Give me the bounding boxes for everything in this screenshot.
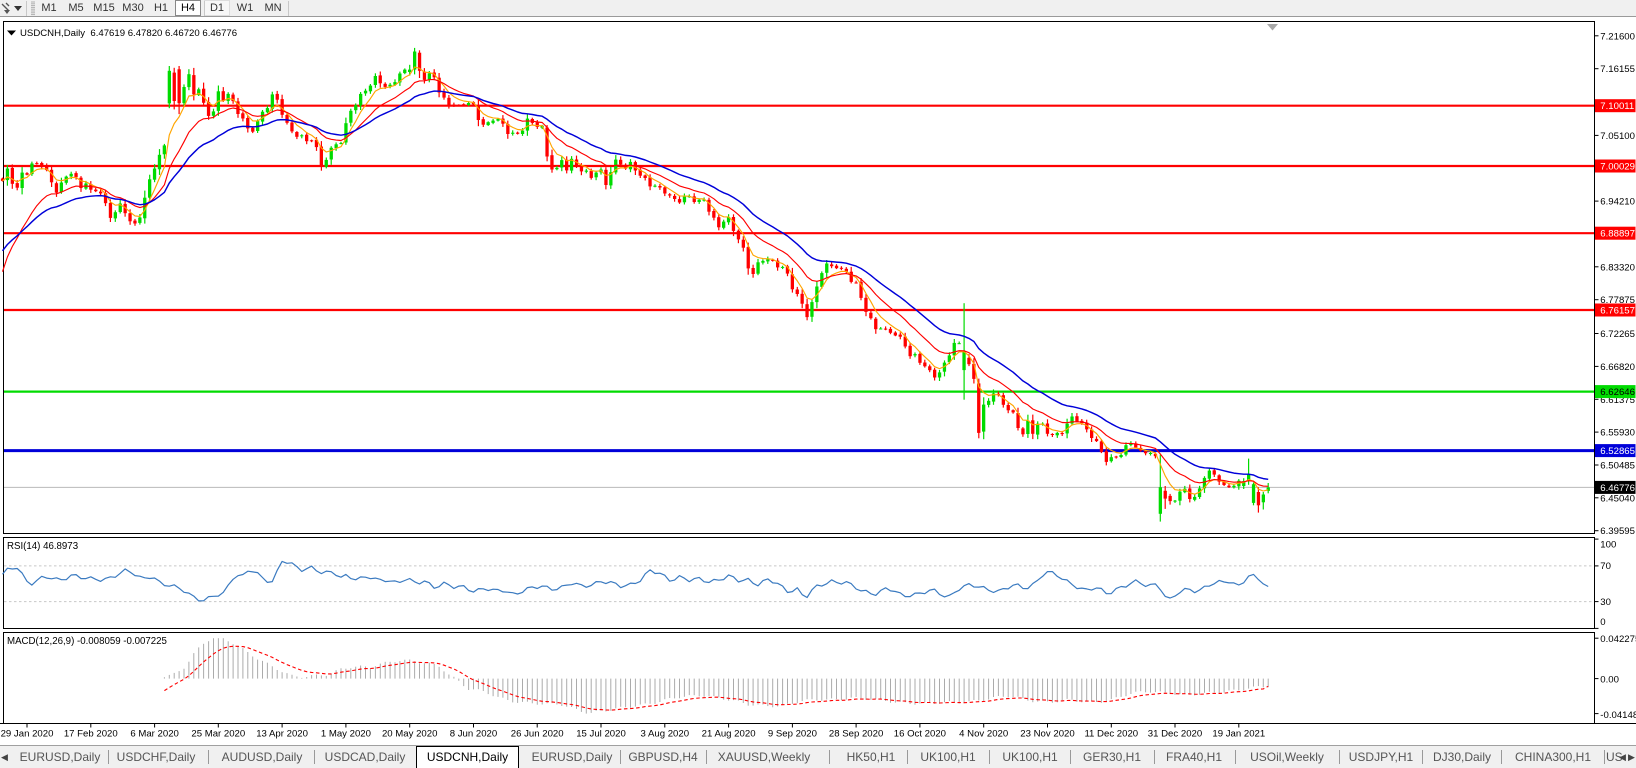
svg-text:25 Mar 2020: 25 Mar 2020 xyxy=(191,729,245,740)
svg-text:-0.04148: -0.04148 xyxy=(1600,710,1636,721)
svg-text:17 Feb 2020: 17 Feb 2020 xyxy=(64,729,118,740)
svg-text:8 Jun 2020: 8 Jun 2020 xyxy=(450,729,497,740)
svg-text:11 Dec 2020: 11 Dec 2020 xyxy=(1084,729,1138,740)
svg-text:7.05100: 7.05100 xyxy=(1600,131,1635,142)
svg-text:28 Sep 2020: 28 Sep 2020 xyxy=(829,729,883,740)
svg-text:7.21600: 7.21600 xyxy=(1600,31,1635,42)
svg-text:3 Aug 2020: 3 Aug 2020 xyxy=(641,729,690,740)
svg-text:7.10011: 7.10011 xyxy=(1600,101,1634,112)
svg-text:6 Mar 2020: 6 Mar 2020 xyxy=(130,729,179,740)
svg-text:6.88897: 6.88897 xyxy=(1600,229,1635,240)
svg-text:6.50485: 6.50485 xyxy=(1600,461,1635,472)
svg-text:20 May 2020: 20 May 2020 xyxy=(382,729,437,740)
svg-text:7.00029: 7.00029 xyxy=(1600,162,1635,173)
svg-text:0.042275: 0.042275 xyxy=(1600,634,1636,645)
svg-text:6.62646: 6.62646 xyxy=(1600,387,1635,398)
svg-text:6.94210: 6.94210 xyxy=(1600,197,1635,208)
svg-text:15 Jul 2020: 15 Jul 2020 xyxy=(576,729,626,740)
svg-text:6.76157: 6.76157 xyxy=(1600,306,1635,317)
svg-text:6.66820: 6.66820 xyxy=(1600,362,1635,373)
svg-text:16 Oct 2020: 16 Oct 2020 xyxy=(894,729,946,740)
svg-text:23 Nov 2020: 23 Nov 2020 xyxy=(1020,729,1074,740)
svg-text:6.83320: 6.83320 xyxy=(1600,262,1635,273)
svg-text:4 Nov 2020: 4 Nov 2020 xyxy=(959,729,1008,740)
svg-text:19 Jan 2021: 19 Jan 2021 xyxy=(1212,729,1265,740)
svg-text:13 Apr 2020: 13 Apr 2020 xyxy=(256,729,308,740)
svg-text:6.72265: 6.72265 xyxy=(1600,329,1635,340)
svg-text:0.00: 0.00 xyxy=(1600,674,1619,685)
svg-text:6.61375: 6.61375 xyxy=(1600,395,1635,406)
svg-text:70: 70 xyxy=(1600,561,1611,572)
svg-text:9 Sep 2020: 9 Sep 2020 xyxy=(768,729,817,740)
svg-text:30: 30 xyxy=(1600,597,1611,608)
svg-text:USDCNH,Daily 6.47619 6.47820: USDCNH,Daily 6.47619 6.47820 6.46720 6.4… xyxy=(20,28,237,39)
svg-text:RSI(14) 46.8973: RSI(14) 46.8973 xyxy=(7,541,78,552)
svg-text:1 May 2020: 1 May 2020 xyxy=(321,729,371,740)
svg-text:31 Dec 2020: 31 Dec 2020 xyxy=(1148,729,1202,740)
svg-text:6.52865: 6.52865 xyxy=(1600,446,1635,457)
svg-text:29 Jan 2020: 29 Jan 2020 xyxy=(1,729,54,740)
svg-text:6.77875: 6.77875 xyxy=(1600,295,1635,306)
svg-text:26 Jun 2020: 26 Jun 2020 xyxy=(511,729,564,740)
svg-text:100: 100 xyxy=(1600,540,1616,551)
svg-text:6.45040: 6.45040 xyxy=(1600,493,1635,504)
svg-text:0: 0 xyxy=(1600,617,1605,628)
svg-text:7.16155: 7.16155 xyxy=(1600,64,1635,75)
svg-text:6.55930: 6.55930 xyxy=(1600,428,1635,439)
svg-text:21 Aug 2020: 21 Aug 2020 xyxy=(702,729,756,740)
svg-text:6.46776: 6.46776 xyxy=(1600,483,1635,494)
svg-text:6.39595: 6.39595 xyxy=(1600,526,1635,537)
svg-text:MACD(12,26,9) -0.008059 -0.007: MACD(12,26,9) -0.008059 -0.007225 xyxy=(7,636,167,647)
